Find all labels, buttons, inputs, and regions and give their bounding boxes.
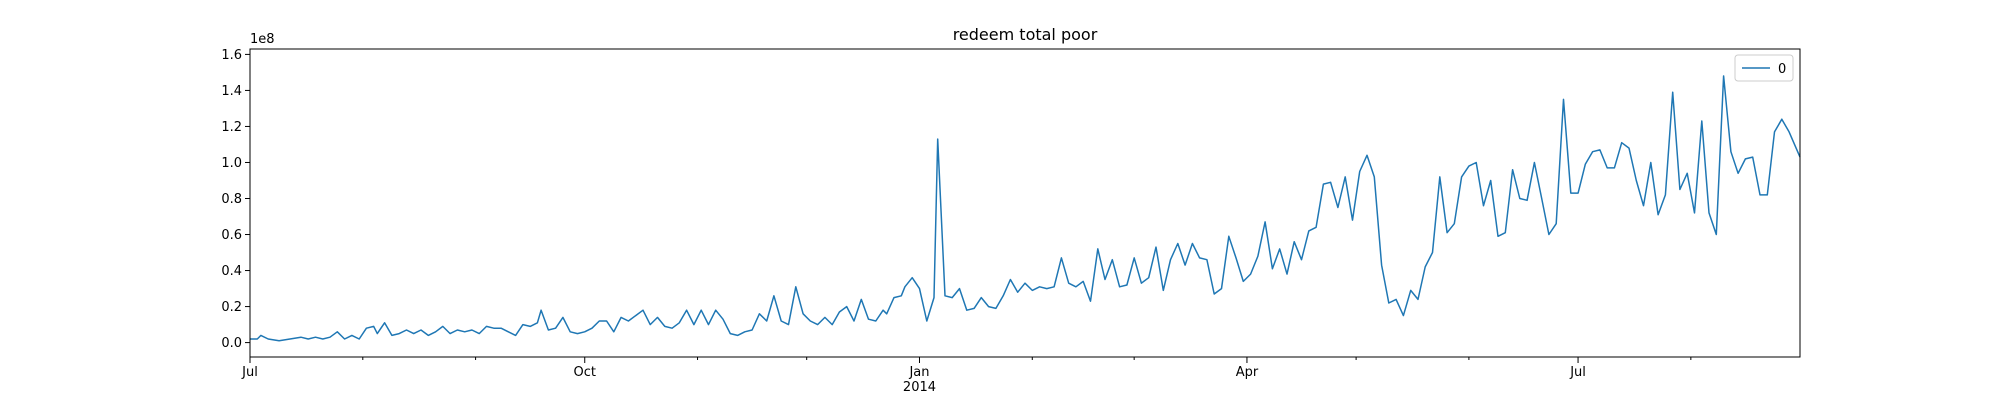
legend: 0	[1734, 54, 1794, 82]
y-axis-offset-label: 1e8	[250, 32, 275, 47]
y-tick-label: 1.0	[221, 156, 242, 171]
series-layer	[250, 75, 1801, 342]
y-tick-label: 0.2	[221, 300, 242, 315]
plot-frame	[249, 48, 1801, 358]
y-tick-label: 0.8	[221, 192, 242, 207]
x-tick-label: Oct	[573, 365, 595, 380]
x-tick-year-label: 2014	[903, 380, 936, 395]
chart-title: redeem total poor	[953, 25, 1098, 44]
y-tick-label: 1.2	[221, 120, 242, 135]
x-tick-label: Jan	[908, 365, 929, 380]
y-axis: 0.0 0.2 0.4 0.6 0.8 1.0 1.2 1.4 1.6	[221, 48, 250, 351]
legend-label: 0	[1778, 62, 1786, 77]
y-tick-label: 0.0	[221, 336, 242, 351]
y-tick-label: 0.6	[221, 228, 242, 243]
y-tick-label: 1.6	[221, 48, 242, 63]
x-tick-label: Jul	[1569, 365, 1586, 380]
y-tick-label: 1.4	[221, 84, 242, 99]
x-tick-label: Jul	[241, 365, 258, 380]
y-tick-label: 0.4	[221, 264, 242, 279]
x-tick-label: Apr	[1236, 365, 1259, 380]
series-line	[250, 75, 1801, 342]
